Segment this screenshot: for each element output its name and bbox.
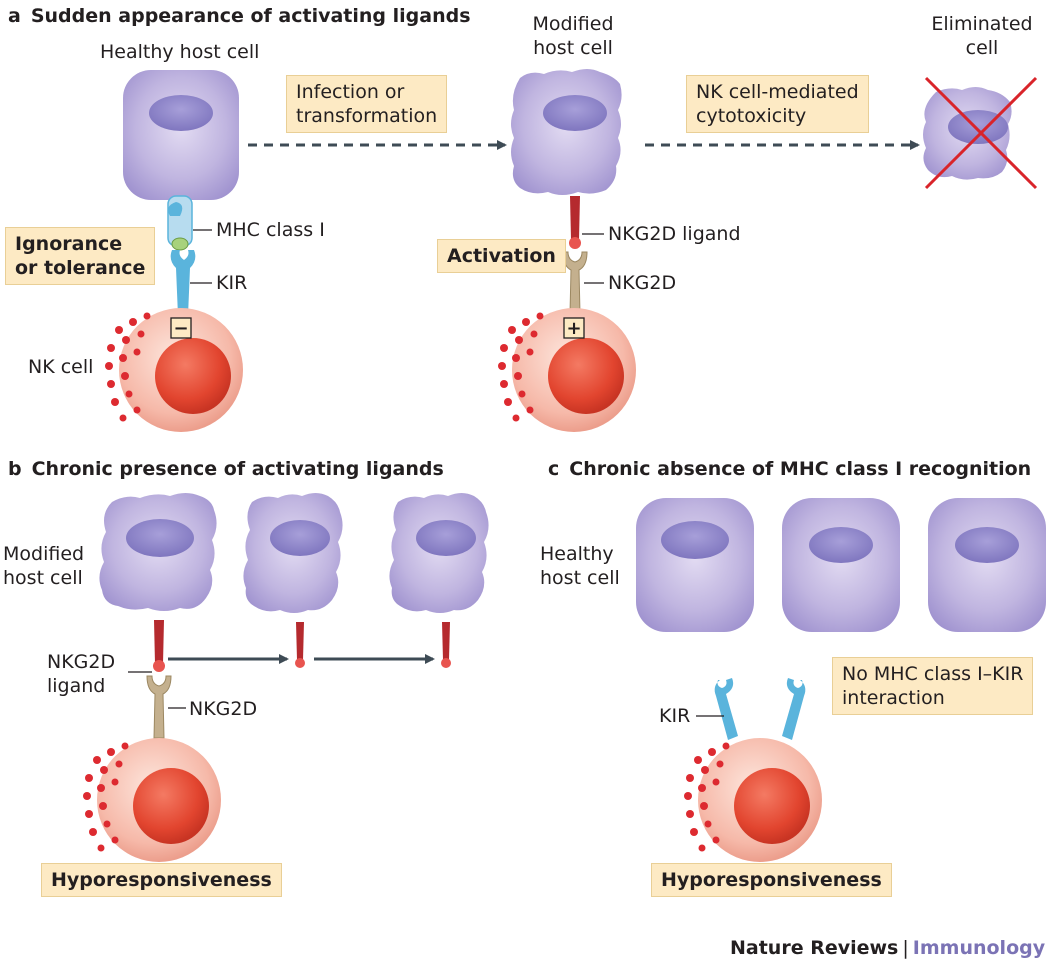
eliminated-cell-label: Eliminated cell [922,12,1042,60]
panel-letter: b [8,458,22,480]
panel-letter: c [548,458,560,480]
kir-receptor [714,678,738,740]
panel-a-title: a Sudden appearance of activating ligands [8,4,471,28]
nkg2d-label: NKG2D [189,698,258,720]
nkg2d-ligand [153,620,165,672]
inhibitory-sign-box [170,317,192,339]
label-line: host cell [3,567,83,589]
eliminated-cell [923,87,1012,180]
journal-credit: Nature Reviews | Immunology [730,937,1045,959]
label-line: NKG2D [47,651,116,673]
nkg2d-label: NKG2D [608,272,677,294]
nucleus [149,95,213,131]
nk-cytotoxicity-box: NK cell-mediated cytotoxicity [686,75,869,133]
healthy-host-cell [782,498,900,632]
separator: | [902,937,909,959]
journal-name: Immunology [912,937,1046,959]
label-line: Eliminated [931,13,1033,35]
nk-cell [83,738,221,862]
publisher-name: Nature Reviews [730,937,899,959]
hyporesponsiveness-box: Hyporesponsiveness [651,863,892,897]
nkg2d-ligand-label: NKG2D ligand [47,650,115,698]
nkg2d-ligand-label: NKG2D ligand [608,223,741,245]
nucleus [126,519,194,557]
label-line: Activation [447,245,556,267]
panel-c-title: c Chronic absence of MHC class I recognit… [548,457,1031,481]
nk-cell [498,308,636,432]
nkg2d-ligand [295,622,305,668]
nucleus [809,527,873,563]
label-line: Modified [3,543,85,565]
label-line: Hyporesponsiveness [661,869,882,891]
healthy-host-cell [928,498,1046,632]
nkg2d-receptor [146,675,172,739]
label-line: No MHC class I–KIR [842,663,1024,685]
nk-cell-label: NK cell [28,356,94,378]
panel-title-text: Chronic absence of MHC class I recogniti… [569,458,1032,480]
healthy-host-cell [123,70,239,200]
nucleus [955,527,1019,563]
panel-title-text: Sudden appearance of activating ligands [30,5,471,27]
kir-receptor [170,250,196,316]
activation-box: Activation [437,239,566,273]
modified-host-cell-label: Modified host cell [3,542,84,590]
nucleus [948,110,1008,144]
panel-letter: a [8,5,21,27]
label-line: cell [965,37,999,59]
nkg2d-receptor [562,251,588,315]
nucleus [416,520,476,556]
label-line: Modified [532,13,614,35]
label-line: host cell [533,37,613,59]
healthy-host-cell-label: Healthy host cell [100,41,260,63]
label-line: host cell [540,567,620,589]
label-line: transformation [296,105,438,127]
healthy-host-cell-label: Healthy host cell [540,542,620,590]
label-line: ligand [47,675,106,697]
panel-title-text: Chronic presence of activating ligands [31,458,444,480]
infection-transformation-box: Infection or transformation [286,75,448,133]
modified-host-cell [389,493,489,613]
plus-sign: + [566,318,581,339]
minus-sign: − [173,318,188,339]
nucleus [543,95,607,131]
kir-label: KIR [216,272,248,294]
ignorance-tolerance-box: Ignorance or tolerance [5,227,156,285]
kir-label: KIR [659,705,691,727]
label-line: Ignorance [15,233,123,255]
activating-sign-box [563,317,585,339]
label-line: Healthy [540,543,614,565]
modified-host-cell-label: Modified host cell [518,12,628,60]
hyporesponsiveness-box: Hyporesponsiveness [41,863,282,897]
label-line: interaction [842,687,945,709]
modified-host-cell [99,493,217,611]
mhc-class-i-molecule [167,195,193,251]
modified-host-cell [243,493,343,613]
label-line: Hyporesponsiveness [51,869,272,891]
nk-cell [684,738,822,862]
label-line: cytotoxicity [696,105,807,127]
nkg2d-ligand [569,196,581,249]
panel-b-title: b Chronic presence of activating ligands [8,457,444,481]
healthy-host-cell [636,498,754,632]
label-line: or tolerance [15,257,146,279]
cross-icon [924,76,1038,190]
mhc-class-i-label: MHC class I [216,219,325,241]
modified-host-cell [511,69,622,195]
nucleus [270,520,330,556]
nucleus [661,521,729,559]
nk-cell [105,308,243,432]
nkg2d-ligand [441,622,451,668]
kir-receptor [782,678,806,740]
no-mhc-kir-interaction-box: No MHC class I–KIR interaction [832,657,1034,715]
label-line: Infection or [296,81,405,103]
label-line: NK cell-mediated [696,81,859,103]
